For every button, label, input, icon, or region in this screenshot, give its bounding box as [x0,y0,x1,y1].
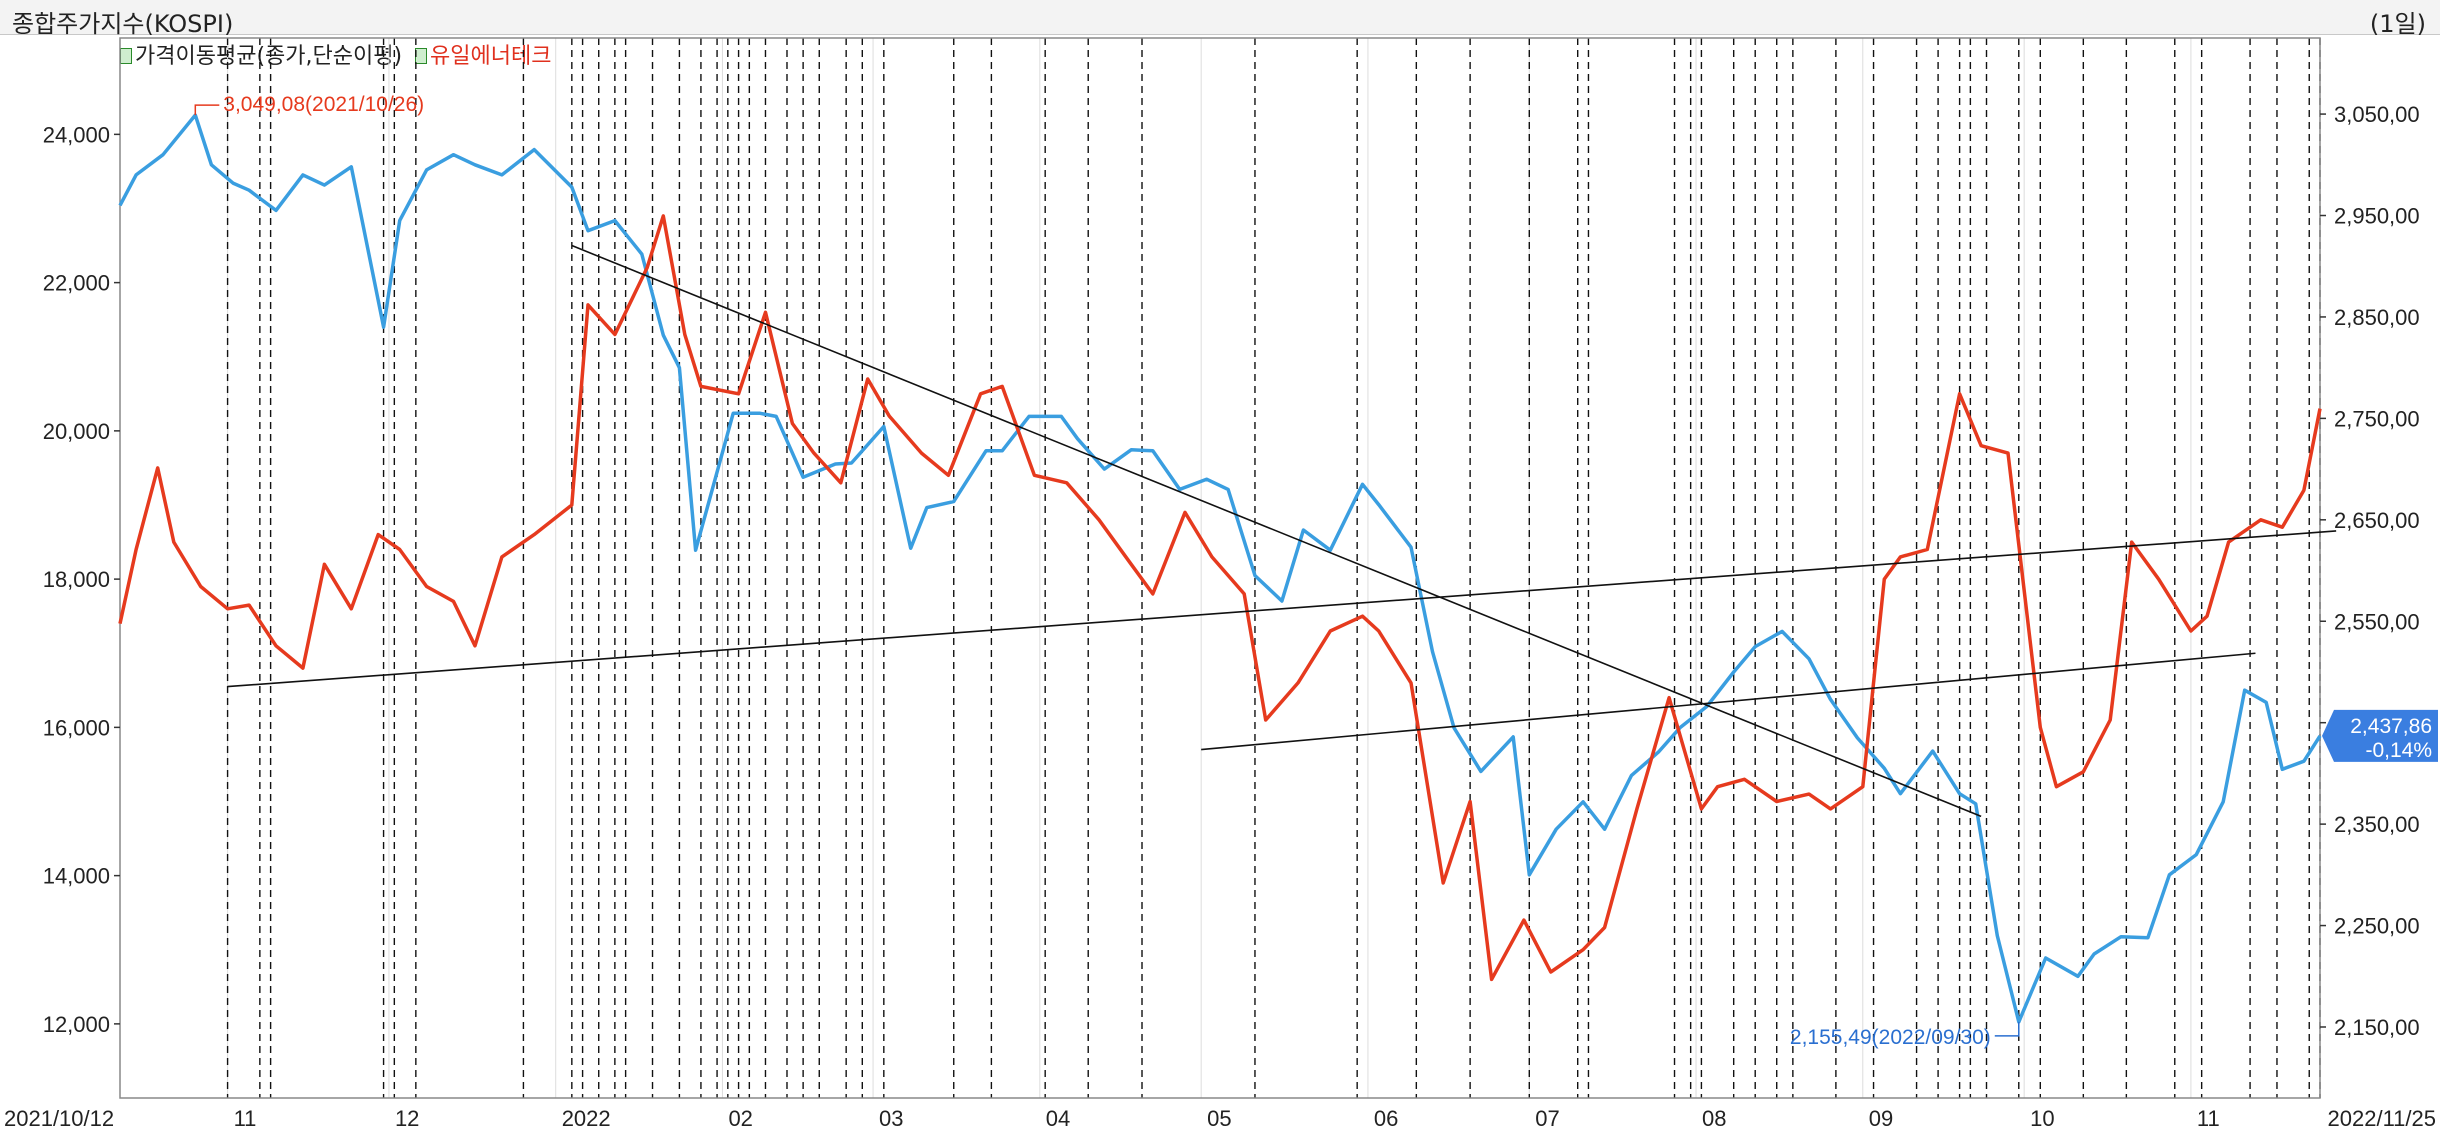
trend-line [1201,652,2256,751]
legend: 가격이동평균(종가,단순이평) 유일에너테크 [120,38,558,70]
period-label[interactable]: (1일) [2369,10,2426,38]
right-tick-label: 3,050,00 [2334,102,2420,127]
right-tick-label: 2,250,00 [2334,914,2420,939]
x-tick-label: 10 [2030,1106,2054,1131]
x-tick-label: 04 [1046,1106,1070,1131]
trend-lines [227,244,2337,818]
chart-title: 종합주가지수(KOSPI) [12,10,234,38]
right-tick-label: 2,150,00 [2334,1015,2420,1040]
current-price-value: 2,437,86 [2350,715,2432,738]
right-tick-label: 2,950,00 [2334,204,2420,229]
right-tick-label: 2,650,00 [2334,508,2420,533]
right-tick-label: 2,550,00 [2334,609,2420,634]
annotation-leader [194,104,220,116]
plot-area-frame [119,37,2321,1099]
legend-item-moving-average[interactable]: 가격이동평균(종가,단순이평) [120,44,409,69]
x-start-label: 2021/10/12 [4,1106,114,1131]
right-tick-label: 2,350,00 [2334,812,2420,837]
annotation-low-label: 2,155,49(2022/09/30) [1790,1026,1991,1049]
x-tick-label: 08 [1702,1106,1726,1131]
x-tick-label: 12 [395,1106,419,1131]
x-tick-label: 02 [728,1106,752,1131]
x-end-label: 2022/11/25 [2328,1106,2436,1131]
chart-header: 종합주가지수(KOSPI) (1일) [0,0,2440,38]
right-tick-label: 2,850,00 [2334,305,2420,330]
annotation-leader [1994,1021,2020,1037]
current-price-change: -0,14% [2365,739,2432,762]
left-tick-label: 18,000 [43,567,110,592]
legend-label: 가격이동평균(종가,단순이평) [135,44,403,69]
trend-line [571,244,1982,818]
x-tick-label: 07 [1535,1106,1559,1131]
x-tick-label: 11 [234,1106,257,1131]
gridlines [227,38,2192,1098]
event-markers [226,38,2321,1098]
annotation-high-label: 3,049,08(2021/10/26) [223,93,424,116]
x-tick-label: 05 [1207,1106,1231,1131]
left-tick-label: 12,000 [43,1012,110,1037]
annotations: 3,049,08(2021/10/26) 2,155,49(2022/09/30) [194,93,2020,1049]
current-price-tag: 2,437,86-0,14% [2322,709,2438,762]
left-tick-label: 22,000 [43,271,110,296]
left-tick-label: 24,000 [43,122,110,147]
left-tick-label: 20,000 [43,419,110,444]
legend-item-stock[interactable]: 유일에너테크 [415,44,552,69]
legend-label: 유일에너테크 [430,44,552,69]
current-price-tag-bg [2322,709,2438,762]
x-tick-label: 06 [1374,1106,1398,1131]
right-tick-label: 2,750,00 [2334,406,2420,431]
x-tick-label: 11 [2197,1106,2220,1131]
x-tick-label: 09 [1869,1106,1893,1131]
trend-line [227,530,2337,688]
series-lines [118,113,2322,1024]
left-tick-label: 16,000 [43,715,110,740]
kospi-series-line [118,113,2322,1024]
x-tick-label: 03 [879,1106,903,1131]
x-tick-label: 2022 [562,1106,611,1131]
left-tick-label: 14,000 [43,864,110,889]
stock-series-line [118,214,2322,982]
